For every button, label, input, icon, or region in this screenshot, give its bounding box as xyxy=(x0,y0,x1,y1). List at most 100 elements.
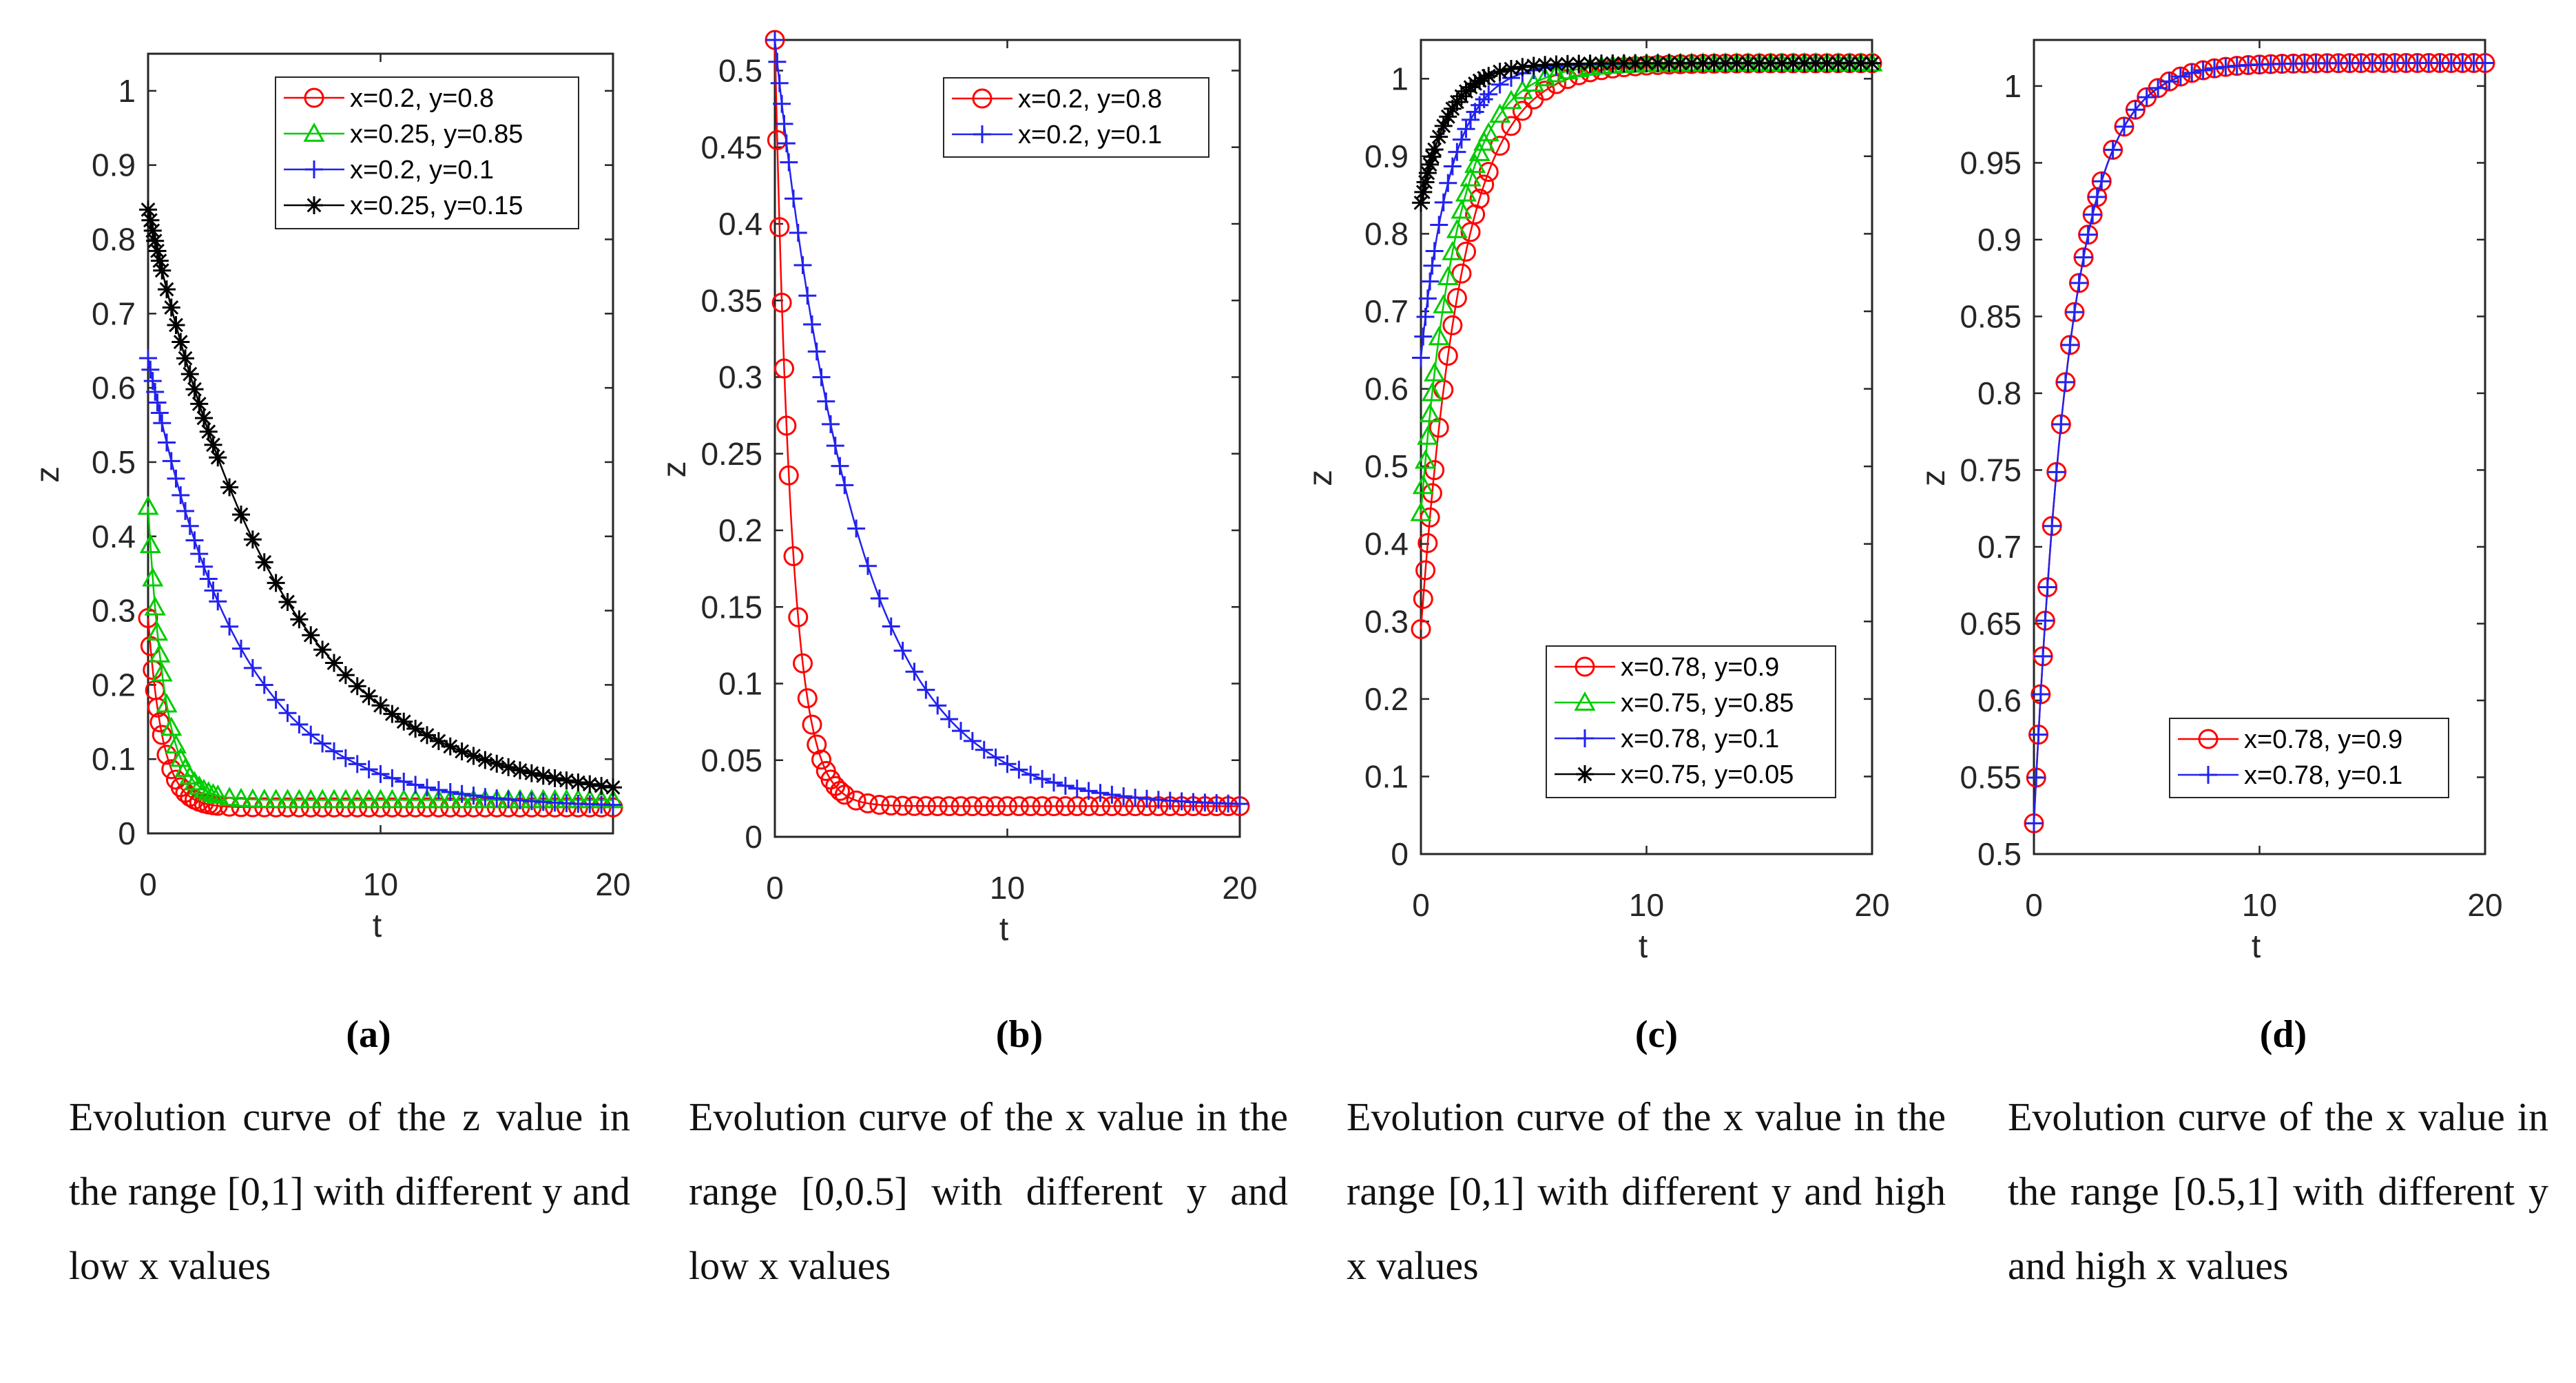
data-point xyxy=(218,787,240,807)
panel-c-label: (c) xyxy=(1634,1013,1679,1056)
data-point xyxy=(1414,183,1433,201)
data-point xyxy=(951,796,971,816)
data-point xyxy=(1524,56,1543,75)
data-point xyxy=(153,414,172,433)
data-point xyxy=(1446,288,1467,309)
data-point xyxy=(1603,54,1622,72)
data-point xyxy=(290,610,309,629)
data-point xyxy=(1414,327,1433,346)
legend-item: x=0.75, y=0.05 xyxy=(1555,760,1794,789)
data-point xyxy=(1448,143,1466,161)
y-tick-label: 0.4 xyxy=(1364,526,1409,562)
y-tick-label: 0.05 xyxy=(700,742,762,778)
x-tick-label: 0 xyxy=(2025,887,2043,923)
y-tick-label: 0.5 xyxy=(1977,836,2022,872)
data-point xyxy=(2079,225,2097,244)
data-point xyxy=(395,712,413,731)
chart-1: 00.10.20.30.40.50.60.70.80.910 10 20tzx=0.… xyxy=(30,52,631,944)
data-point xyxy=(2043,517,2061,535)
data-point xyxy=(302,725,320,744)
data-point xyxy=(160,716,183,736)
legend-item: x=0.78, y=0.1 xyxy=(2178,761,2402,790)
data-point xyxy=(1411,619,1431,640)
y-tick-label: 0.6 xyxy=(1364,371,1409,407)
data-point xyxy=(1043,796,1064,816)
data-point xyxy=(802,714,822,735)
data-point xyxy=(369,789,392,809)
legend-label: x=0.2, y=0.8 xyxy=(1018,85,1162,114)
data-point xyxy=(267,574,285,592)
data-point xyxy=(811,749,831,770)
data-point xyxy=(822,415,840,433)
y-tick-label: 0.65 xyxy=(1960,605,2022,641)
data-point xyxy=(1442,315,1463,335)
data-point xyxy=(604,796,622,814)
data-point xyxy=(137,495,159,515)
data-point xyxy=(803,315,821,334)
data-point xyxy=(1413,589,1433,610)
data-point xyxy=(232,639,250,658)
data-point xyxy=(1425,242,1444,260)
data-point xyxy=(927,796,948,816)
data-point xyxy=(204,581,222,600)
data-point xyxy=(158,280,176,299)
legend-label: x=0.2, y=0.1 xyxy=(350,156,494,185)
data-point xyxy=(2149,79,2168,97)
data-point xyxy=(789,224,807,242)
data-point xyxy=(1437,346,1458,366)
legend-marker xyxy=(2199,766,2217,784)
data-point xyxy=(1419,403,1441,423)
data-point xyxy=(1479,67,1498,85)
data-point xyxy=(1430,216,1448,234)
data-point xyxy=(153,261,172,280)
data-point xyxy=(1694,54,1712,72)
data-point xyxy=(834,784,855,805)
data-point xyxy=(774,358,794,379)
data-point xyxy=(1590,55,1612,75)
legend-label: x=0.78, y=0.1 xyxy=(1621,725,1779,753)
data-point xyxy=(847,519,866,538)
data-point xyxy=(311,789,333,809)
data-point xyxy=(451,789,473,809)
data-point xyxy=(569,773,588,792)
data-point xyxy=(172,333,190,351)
data-point xyxy=(1231,795,1249,813)
data-point xyxy=(1501,116,1521,136)
y-tick-label: 0.5 xyxy=(92,444,136,480)
data-point xyxy=(464,747,483,765)
data-point xyxy=(893,796,913,816)
legend-label: x=0.78, y=0.1 xyxy=(2244,761,2402,790)
data-point xyxy=(1079,782,1098,800)
data-point xyxy=(2092,172,2111,191)
data-point xyxy=(488,754,506,773)
legend: x=0.2, y=0.8 x=0.2, y=0.1 xyxy=(943,77,1209,158)
data-point xyxy=(302,626,320,645)
y-tick-label: 0.4 xyxy=(718,206,762,242)
y-tick-label: 0.9 xyxy=(1364,138,1409,174)
data-point xyxy=(1020,796,1041,816)
series-2 xyxy=(2025,54,2494,833)
data-point xyxy=(165,734,187,754)
legend-item: x=0.2, y=0.8 xyxy=(952,85,1162,114)
data-point xyxy=(1477,122,1499,142)
data-point xyxy=(534,767,552,785)
x-axis-label: t xyxy=(999,911,1008,948)
y-tick-label: 0.6 xyxy=(1977,683,2022,718)
legend-marker xyxy=(304,87,324,108)
data-point xyxy=(940,710,959,729)
data-point xyxy=(817,392,835,410)
data-point xyxy=(172,486,190,505)
y-tick-label: 0.6 xyxy=(92,370,136,406)
data-point xyxy=(193,778,215,798)
data-point xyxy=(1502,60,1520,79)
x-tick-label: 10 xyxy=(1629,887,1664,923)
data-point xyxy=(144,596,166,616)
data-point xyxy=(2104,141,2122,159)
data-point xyxy=(771,293,792,313)
data-point xyxy=(1416,307,1435,326)
data-point xyxy=(209,592,227,611)
data-point xyxy=(2031,685,2050,704)
data-point xyxy=(1068,779,1086,798)
data-point xyxy=(151,662,173,682)
y-tick-label: 0.1 xyxy=(92,741,136,777)
